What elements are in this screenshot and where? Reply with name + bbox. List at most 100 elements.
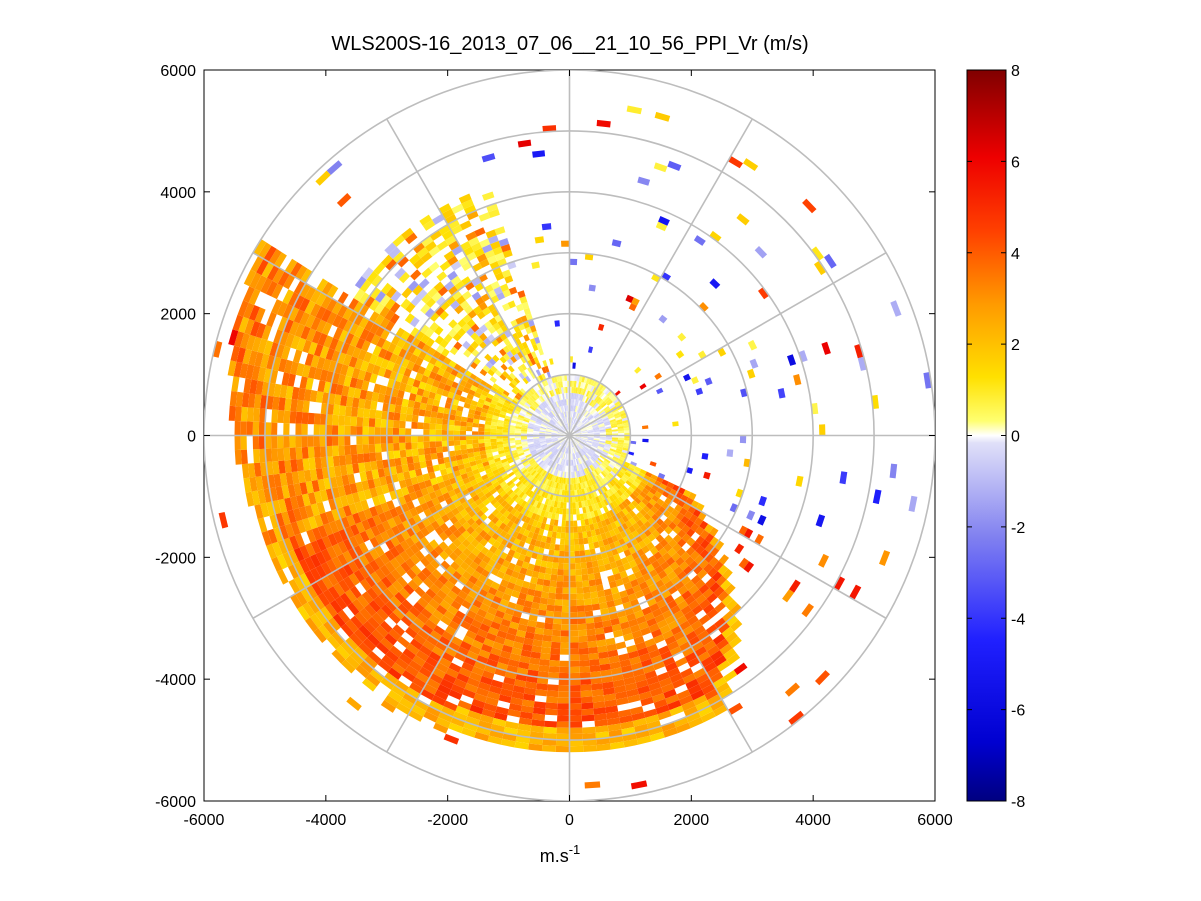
velocity-cell-513	[556, 457, 561, 464]
velocity-cell-3526	[667, 640, 680, 651]
velocity-cell-4309	[279, 331, 289, 346]
velocity-cell-1202	[613, 466, 620, 473]
velocity-cell-3163	[569, 636, 579, 643]
velocity-cell-1581	[497, 478, 505, 485]
velocity-cell-1301	[620, 466, 628, 472]
velocity-cell-4208	[569, 727, 583, 734]
velocity-cell-50	[574, 439, 580, 443]
velocity-cell-2219	[512, 551, 521, 560]
velocity-cell-1778	[532, 343, 539, 352]
velocity-cell-4391	[596, 743, 611, 752]
velocity-cell-2345	[515, 303, 524, 312]
velocity-cell-3434	[361, 340, 371, 352]
velocity-cell-305	[581, 417, 587, 423]
velocity-cell-4481	[240, 421, 247, 436]
velocity-cell-3651	[325, 435, 333, 447]
velocity-cell-4341	[402, 692, 418, 705]
velocity-cell-4291	[299, 573, 311, 588]
velocity-cell-3144	[734, 543, 745, 555]
velocity-cell-1361	[504, 418, 511, 423]
velocity-cell-4412	[326, 635, 341, 650]
velocity-cell-1063	[600, 471, 607, 478]
velocity-cell-1789	[638, 501, 646, 509]
velocity-cell-3338	[395, 565, 407, 577]
velocity-cell-164	[578, 423, 584, 429]
velocity-cell-338	[584, 446, 590, 451]
velocity-cell-4204	[620, 721, 635, 730]
velocity-cell-4279	[440, 706, 456, 717]
velocity-cell-274	[559, 420, 563, 426]
velocity-cell-3243	[541, 640, 552, 648]
velocity-cell-2960	[380, 419, 388, 428]
velocity-cell-1572	[520, 500, 527, 508]
velocity-cell-382	[548, 445, 555, 450]
velocity-cell-67	[570, 441, 573, 448]
velocity-cell-4322	[648, 726, 663, 736]
velocity-cell-1038	[616, 421, 623, 425]
velocity-cell-874	[587, 391, 592, 398]
velocity-cell-3675	[709, 230, 722, 243]
velocity-cell-1827	[482, 487, 490, 495]
velocity-cell-1431	[497, 444, 504, 449]
velocity-cell-1905	[499, 514, 507, 523]
velocity-cell-1516	[490, 425, 497, 430]
velocity-cell-1747	[481, 474, 489, 481]
velocity-cell-3346	[357, 490, 367, 502]
velocity-cell-613	[599, 436, 606, 439]
velocity-cell-3932	[307, 492, 317, 505]
velocity-cell-906	[610, 446, 617, 451]
velocity-cell-2836	[677, 570, 687, 581]
velocity-cell-878	[594, 395, 600, 402]
axes-ticks: -6000 -4000 -2000 0 2000 4000 6000600040002000…	[155, 63, 953, 829]
velocity-cell-2302	[504, 554, 513, 563]
velocity-cell-639	[579, 463, 584, 470]
velocity-cell-2666	[500, 283, 509, 292]
velocity-cell-4349	[323, 620, 337, 636]
velocity-cell-3475	[428, 614, 441, 626]
velocity-cell-4403	[435, 717, 451, 729]
velocity-cell-4498	[234, 420, 241, 436]
velocity-cell-1511	[490, 441, 497, 446]
velocity-cell-2390	[453, 520, 463, 530]
velocity-cell-3330	[459, 620, 472, 630]
velocity-cell-579	[573, 399, 576, 406]
velocity-cell-1015	[584, 383, 589, 390]
velocity-cell-3534	[589, 665, 601, 673]
velocity-cell-1819	[506, 512, 514, 521]
velocity-cell-4025	[640, 696, 654, 707]
velocity-cell-2573	[416, 387, 425, 397]
velocity-cell-2852	[537, 609, 547, 617]
velocity-cell-379	[550, 447, 556, 452]
velocity-cell-4104	[367, 633, 381, 647]
velocity-cell-3437	[374, 314, 385, 326]
velocity-cell-1913	[470, 479, 478, 487]
velocity-cell-826	[526, 437, 534, 440]
velocity-cell-3457	[618, 653, 630, 662]
velocity-cell-3515	[436, 240, 449, 251]
velocity-cell-2707	[448, 551, 459, 562]
velocity-cell-1062	[602, 470, 609, 476]
velocity-cell-4092	[507, 709, 521, 718]
velocity-cell-3773	[441, 651, 455, 663]
velocity-cell-148	[571, 417, 574, 424]
velocity-cell-4363	[259, 448, 267, 463]
velocity-cell-3062	[738, 525, 748, 536]
velocity-cell-949	[541, 470, 547, 477]
velocity-cell-2808	[403, 367, 412, 378]
velocity-cell-1412	[538, 496, 544, 503]
velocity-cell-2003	[454, 445, 461, 451]
velocity-cell-3531	[619, 659, 631, 668]
velocity-cell-4530	[268, 248, 282, 265]
y-tick-label-2: 2000	[160, 307, 196, 324]
velocity-cell-1692	[523, 354, 531, 362]
velocity-cell-1428	[498, 452, 506, 458]
velocity-cell-3607	[650, 655, 663, 665]
velocity-cell-387	[546, 441, 553, 445]
velocity-cell-3935	[302, 458, 310, 471]
velocity-cell-925	[587, 473, 592, 480]
velocity-cell-3309	[667, 620, 680, 630]
velocity-cell-601	[596, 418, 603, 423]
velocity-cell-2384	[480, 546, 490, 556]
velocity-cell-4124	[285, 385, 294, 399]
velocity-cell-1468	[611, 493, 618, 501]
